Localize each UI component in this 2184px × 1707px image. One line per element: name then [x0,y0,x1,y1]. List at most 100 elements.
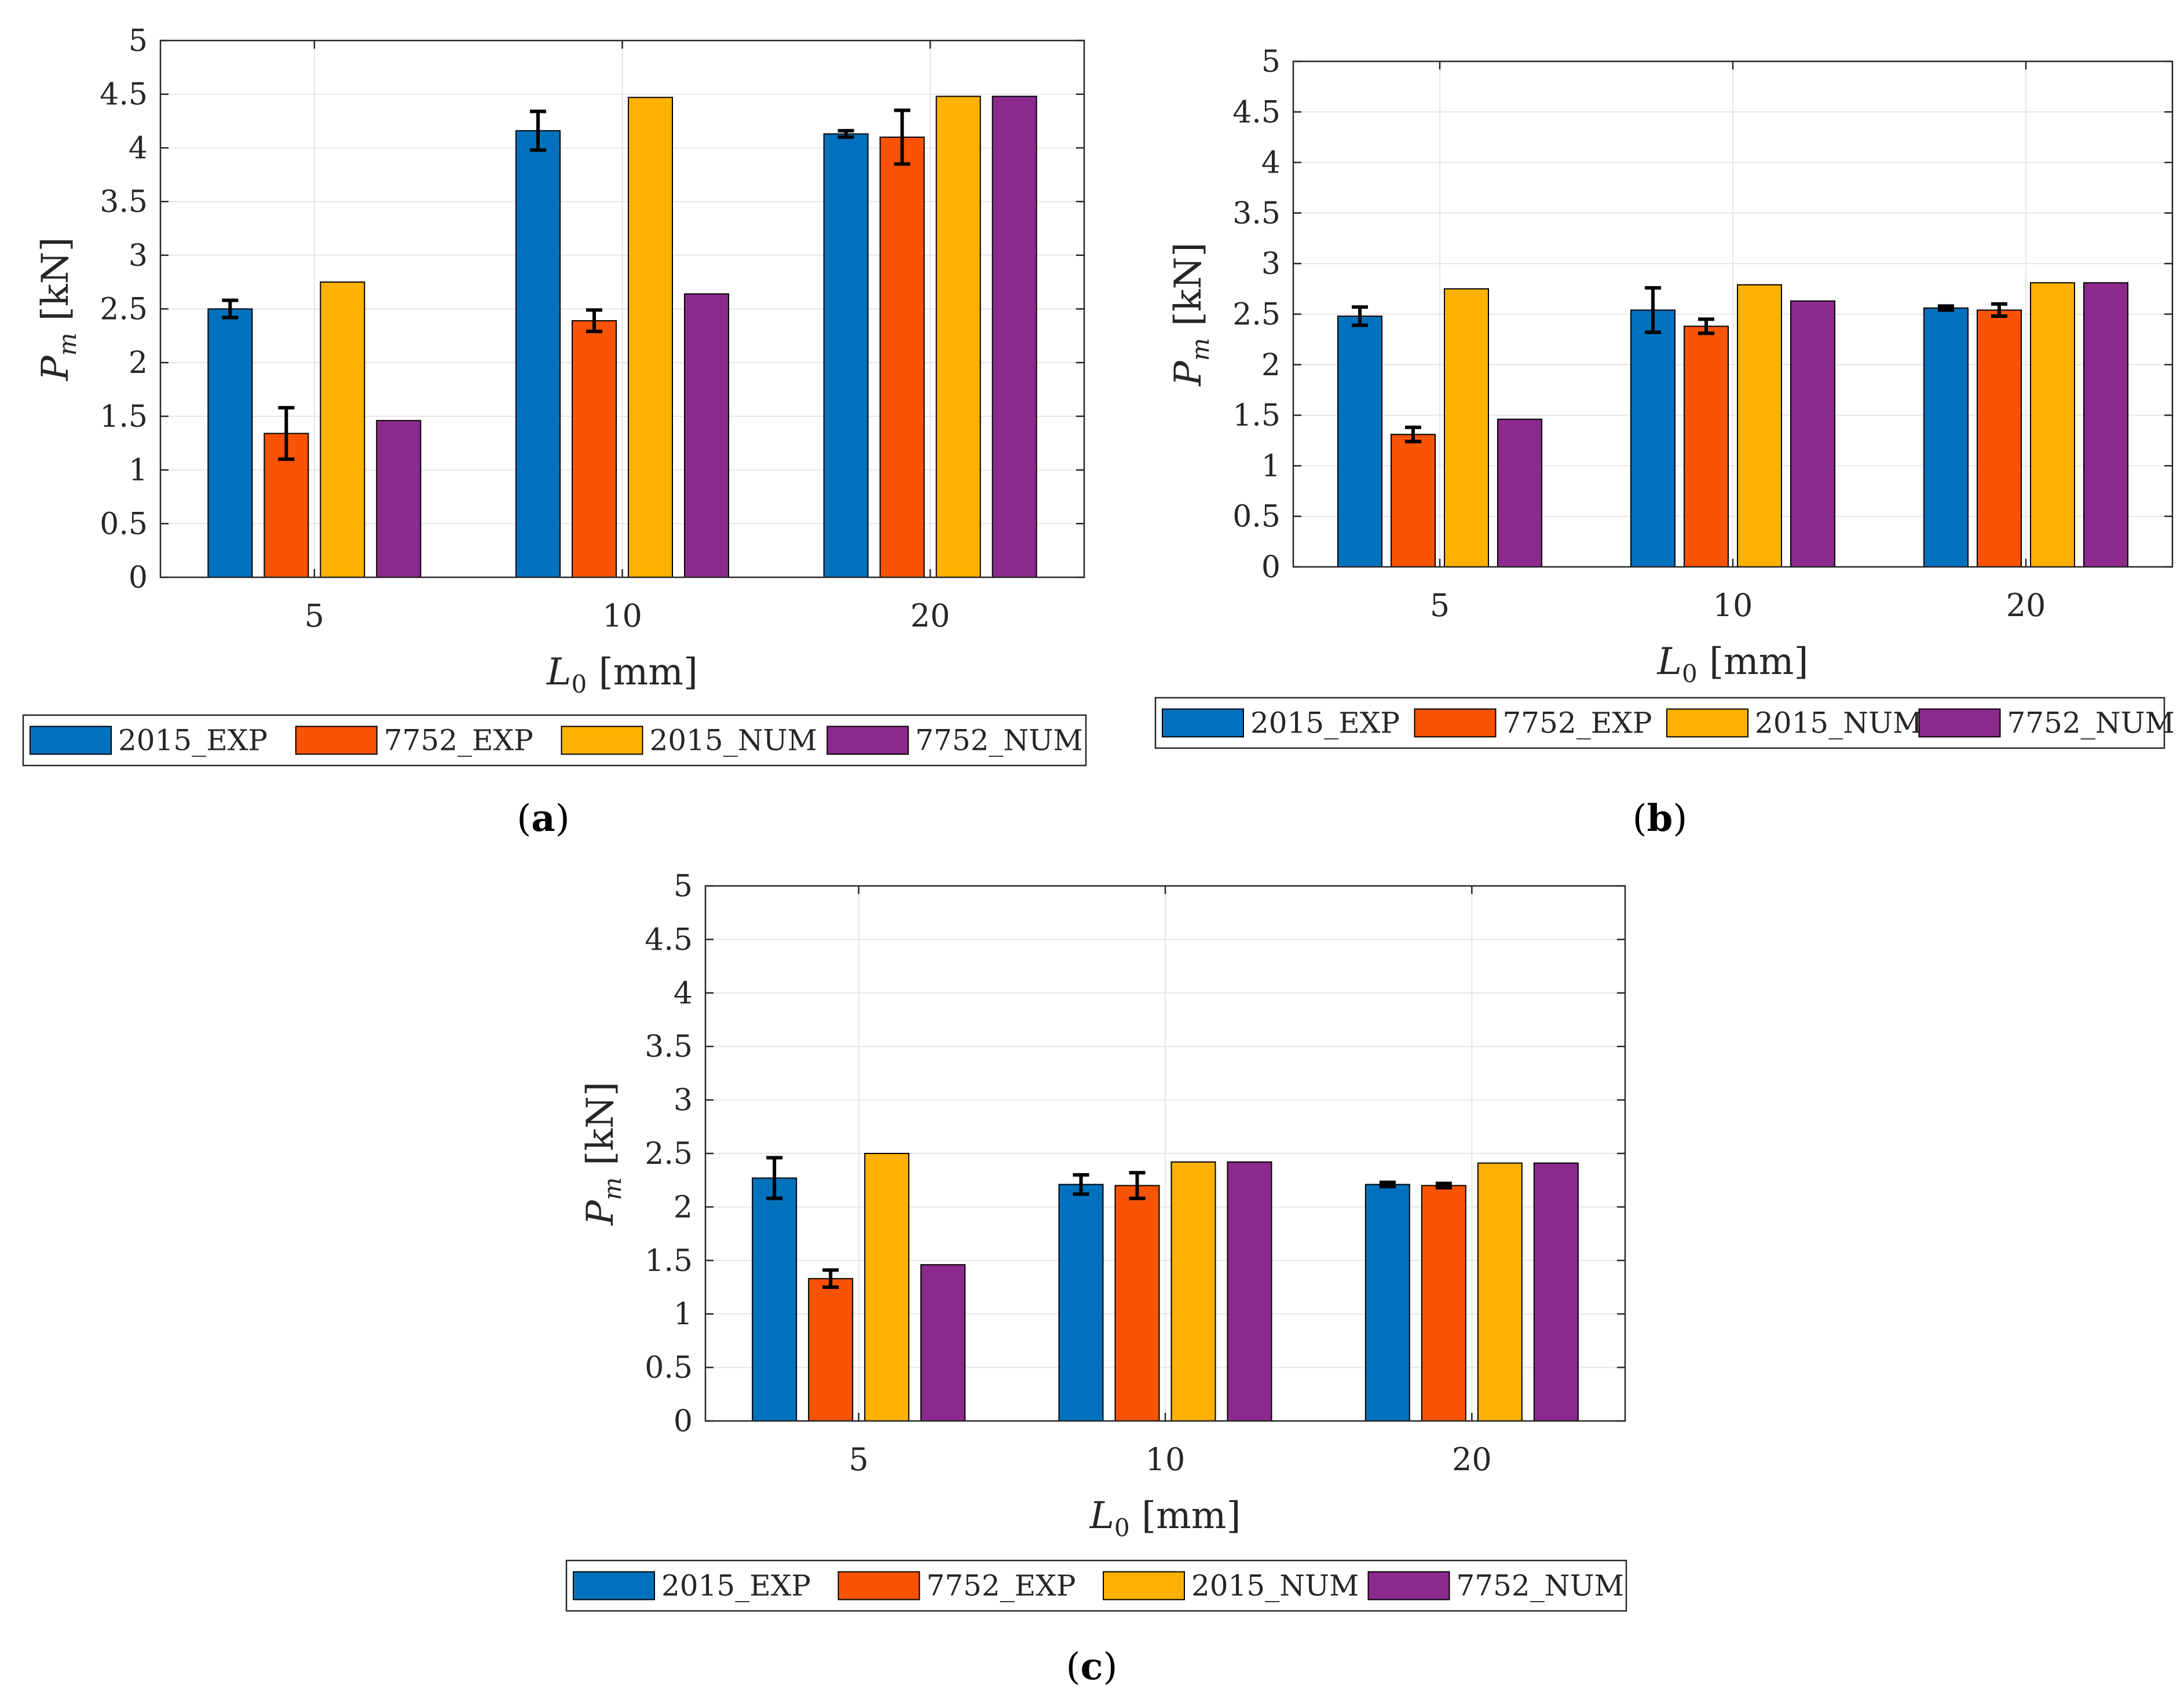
legend-label: 2015_NUM [1755,706,1922,740]
y-tick-label: 4.5 [1232,95,1281,130]
error-bar-7752_EXP-10 [1698,317,1714,335]
x-axis-label-symbol: L [1089,1494,1115,1537]
y-tick-label: 4.5 [100,78,148,112]
legend-entry-7752_NUM: 7752_NUM [1367,1569,1624,1603]
bar-7752_EXP-20 [1421,1185,1466,1422]
bar-2015_EXP-5 [207,308,253,578]
y-tick-label: 3.5 [100,185,148,219]
y-axis-label-symbol: P [34,355,77,381]
legend-label: 7752_NUM [915,724,1082,757]
legend: 2015_EXP 7752_EXP 2015_NUM 7752_NUM [1154,697,2175,749]
x-tick-label: 10 [1146,1441,1186,1478]
bar-7752_EXP-10 [1114,1185,1160,1422]
y-tick-label: 1 [1261,449,1281,483]
x-tick-label: 5 [848,1441,868,1478]
x-axis-label-unit: [mm] [1698,640,1809,683]
legend-label: 2015_NUM [1191,1569,1359,1603]
y-tick-label: 2.5 [1232,298,1281,332]
bar-7752_NUM-10 [1790,300,1835,567]
bar-2015_EXP-20 [823,133,869,578]
legend-swatch [30,726,112,755]
bar-7752_NUM-10 [684,293,729,578]
bar-2015_NUM-10 [1737,284,1782,567]
legend: 2015_EXP 7752_EXP 2015_NUM 7752_NUM [565,1559,1627,1612]
legend-entry-7752_EXP: 7752_EXP [1414,706,1652,740]
bar-2015_EXP-10 [515,130,561,578]
y-axis-label-subscript: m [1186,338,1214,361]
y-axis-label: Pm [kN] [579,1082,627,1226]
bar-7752_NUM-5 [376,420,422,578]
legend-entry-2015_NUM: 2015_NUM [561,724,817,757]
legend-label: 2015_EXP [661,1569,811,1603]
bar-2015_NUM-5 [320,281,365,578]
bar-7752_EXP-10 [1684,325,1729,568]
y-tick-label: 3 [129,239,148,273]
error-bar-2015_EXP-10 [530,109,546,152]
panel-caption: (b) [1633,797,1688,840]
x-axis-label-symbol: L [1657,640,1682,683]
legend-swatch [1367,1571,1450,1600]
legend-swatch [1414,708,1497,738]
legend-entry-7752_NUM: 7752_NUM [826,724,1083,757]
y-tick-label: 0 [1261,550,1281,585]
legend-label: 7752_EXP [1503,706,1652,740]
caption-paren-close: ) [1673,797,1687,840]
x-axis-label-subscript: 0 [1682,660,1698,688]
y-axis-label-unit: [kN] [1167,243,1210,338]
legend-entry-2015_NUM: 2015_NUM [1103,1569,1359,1603]
y-tick-label: 1 [674,1297,693,1332]
x-tick-label: 5 [305,598,324,634]
bar-2015_EXP-20 [1923,307,1969,567]
x-axis-label-unit: [mm] [1130,1494,1241,1537]
y-axis-label-symbol: P [1167,360,1210,386]
caption-paren-open: ( [1633,797,1647,840]
error-bar-7752_EXP-20 [894,108,910,166]
x-axis-label-subscript: 0 [572,670,587,698]
legend-label: 2015_EXP [1250,706,1400,740]
legend-swatch [1162,708,1244,738]
caption-letter: c [1081,1645,1103,1688]
y-axis-label-unit: [kN] [579,1082,622,1177]
panel-caption: (c) [1066,1645,1118,1688]
legend-entry-7752_NUM: 7752_NUM [1918,706,2175,740]
y-tick-label: 3.5 [645,1030,693,1064]
bar-7752_EXP-10 [572,320,617,578]
y-tick-label: 2 [674,1190,693,1225]
legend-swatch [295,726,378,755]
error-bar-2015_EXP-10 [1645,286,1661,334]
error-bar-2015_EXP-5 [766,1156,783,1200]
x-tick-label: 20 [2006,587,2046,624]
legend-label: 7752_NUM [2007,706,2175,740]
error-bar-7752_EXP-10 [586,308,602,334]
bar-7752_NUM-5 [1497,419,1542,567]
y-tick-label: 2 [1261,348,1281,383]
bar-7752_EXP-5 [808,1278,854,1422]
legend-swatch [573,1571,655,1600]
bar-7752_NUM-20 [992,96,1037,578]
y-tick-label: 5 [1261,45,1281,79]
y-tick-label: 5 [674,869,693,904]
legend-swatch [837,1571,920,1600]
bar-2015_EXP-20 [1364,1184,1410,1422]
y-tick-label: 2.5 [645,1137,693,1171]
y-tick-label: 4.5 [645,922,693,957]
y-tick-label: 0.5 [1232,500,1281,534]
bar-7752_NUM-5 [920,1264,966,1422]
legend-swatch [1918,708,2001,738]
bar-7752_NUM-20 [1533,1162,1579,1422]
y-tick-label: 1.5 [645,1244,693,1279]
y-tick-label: 0 [674,1404,693,1439]
bar-7752_NUM-10 [1227,1161,1272,1422]
caption-paren-close: ) [555,797,570,840]
error-bar-7752_EXP-5 [822,1268,839,1289]
y-tick-label: 0.5 [100,507,148,541]
y-tick-label: 4 [674,976,693,1011]
x-axis-label: L0 [mm] [546,651,698,698]
legend-entry-7752_EXP: 7752_EXP [837,1569,1075,1603]
bar-2015_EXP-10 [1630,309,1676,567]
error-bar-7752_EXP-5 [1405,426,1421,444]
